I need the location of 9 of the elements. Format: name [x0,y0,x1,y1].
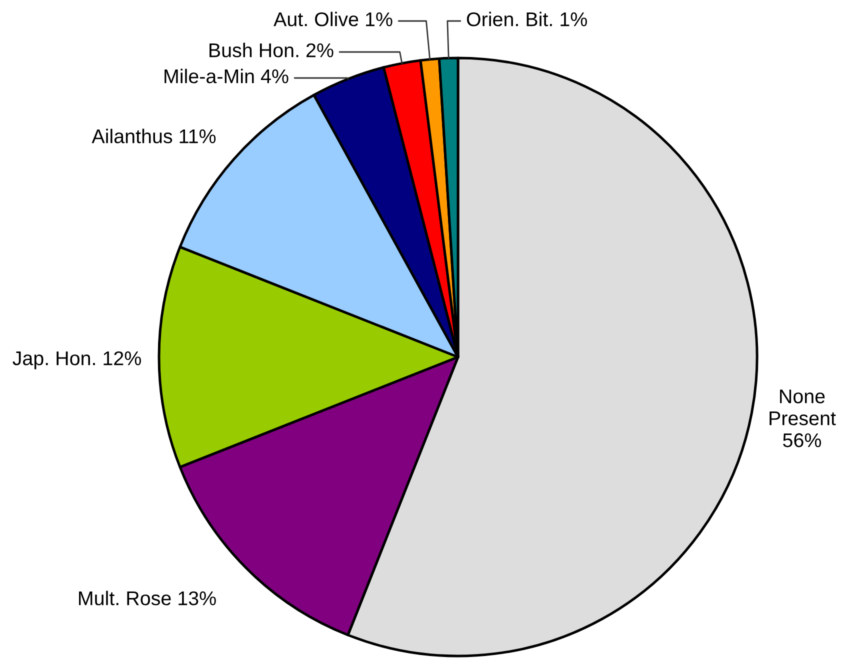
slice-label: None Present [770,390,836,426]
slice-label: Orien. Bit. 1% [466,12,587,26]
slice-label: Ailanthus 11% [92,128,216,144]
slice-label: Aut. Olive 1% [274,12,392,26]
slice-label: Jap. Hon. 12% [12,351,141,370]
data-label: 56% [783,433,822,448]
slice-label: Bush Hon. 2% [210,42,334,58]
slice-label: Mult. Rose 13% [79,590,216,606]
slice-label: Mile-a-Min 4% [164,68,288,84]
